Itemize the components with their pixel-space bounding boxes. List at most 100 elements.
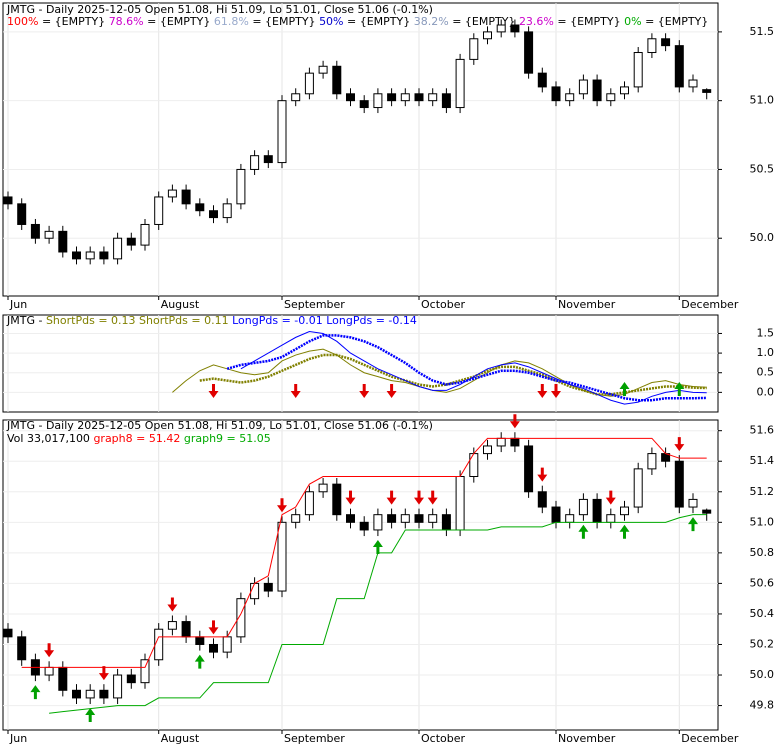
legend-entry: ShortPds = 0.13 <box>46 314 136 327</box>
signal-candle-body <box>195 636 205 645</box>
price-candle-body <box>661 38 671 47</box>
x-tick-label: December <box>681 732 739 745</box>
price-candle-body <box>346 93 355 102</box>
signal-candle-body <box>99 689 109 699</box>
price-candle-body <box>113 237 123 260</box>
y-tick-label: 0.5 <box>757 366 775 379</box>
legend: 100% = {EMPTY} 78.6% = {EMPTY} 61.8% = {… <box>7 15 708 28</box>
y-tick-label: 51.5 <box>750 25 775 38</box>
price-candle-body <box>414 93 424 102</box>
buy-arrow <box>85 708 96 723</box>
price-candle-body <box>578 79 588 95</box>
signal-candle-body <box>551 506 561 523</box>
price-candle-body <box>304 72 314 95</box>
legend-name: 100% <box>7 15 38 28</box>
legend-entry: graph8 = 51.42 <box>93 432 180 445</box>
legend-text: = {EMPTY} <box>645 15 708 28</box>
signal-candle-body <box>17 636 27 661</box>
sell-arrow <box>98 666 109 681</box>
signal-candle-body <box>154 628 164 661</box>
y-tick-label: 1.5 <box>757 326 775 339</box>
signal-candle-body <box>126 674 136 684</box>
signal-candle-body <box>209 643 218 653</box>
series-line <box>172 348 707 397</box>
y-tick-label: 50.6 <box>750 576 775 589</box>
signal-candle-body <box>592 498 602 523</box>
x-tick-label: August <box>161 732 200 745</box>
signal-candle-body <box>167 621 177 630</box>
price-candle-body <box>263 155 273 164</box>
signal-candle-body <box>3 628 13 638</box>
legend-entry: LongPds = -0.14 <box>326 314 417 327</box>
signal-candle-body <box>400 514 410 523</box>
price-candle-body <box>620 86 629 95</box>
price-candle-body <box>633 52 643 88</box>
y-tick-label: 50.8 <box>750 546 775 559</box>
buy-arrow <box>688 517 698 532</box>
signal-candle-body <box>688 498 698 508</box>
price-candle-body <box>592 79 602 102</box>
signal-candle-body <box>455 476 465 531</box>
price-candle-body <box>44 230 54 239</box>
signal-candle-body <box>387 514 397 523</box>
signal-candle-body <box>181 621 191 638</box>
signal-candle-body <box>304 491 314 516</box>
legend-text: = {EMPTY} <box>557 15 620 28</box>
buy-arrow <box>619 382 630 396</box>
price-candle-body <box>674 45 684 88</box>
signal-candle-body <box>346 514 355 523</box>
y-tick-label: 50.0 <box>750 668 775 681</box>
y-tick-label: 50.4 <box>750 607 775 620</box>
price-candle-body <box>181 189 191 205</box>
y-tick-label: 51.2 <box>750 485 775 498</box>
signal-candle-body <box>428 514 438 523</box>
price-candle-body <box>222 203 232 219</box>
y-tick-label: 50.0 <box>750 231 775 244</box>
price-candle-body <box>72 251 81 260</box>
sell-arrow <box>208 620 219 635</box>
y-tick-label: 0.0 <box>757 385 775 398</box>
buy-arrow <box>194 654 205 669</box>
price-candle-body <box>647 38 657 54</box>
x-tick-label: October <box>421 298 465 311</box>
y-tick-label: 51.0 <box>750 94 775 107</box>
signal-candle-body <box>72 689 81 699</box>
legend-entry: graph9 = 51.05 <box>184 432 271 445</box>
price-candle-body <box>140 223 150 246</box>
signal-candle-body <box>524 445 534 493</box>
series-line <box>240 330 707 405</box>
signal-candle-body <box>58 666 68 691</box>
sell-arrow <box>290 384 301 398</box>
panel-title: JMTG - Daily 2025-12-05 Open 51.08, Hi 5… <box>6 3 433 16</box>
signal-candle-body <box>85 689 95 699</box>
sell-arrow <box>414 490 424 505</box>
legend-text: = {EMPTY} <box>42 15 105 28</box>
signal-panel-frame <box>2 419 719 731</box>
price-candle-body <box>702 89 712 93</box>
legend-entry: LongPds = -0.01 <box>232 314 323 327</box>
signal-candle-body <box>510 437 520 447</box>
sell-arrow <box>386 384 397 398</box>
x-tick-label: Jun <box>9 298 27 311</box>
price-candle-body <box>291 93 301 102</box>
price-candle-body <box>688 79 698 88</box>
signal-candle-body <box>140 659 150 684</box>
signal-candle-body <box>236 598 246 638</box>
price-candle-body <box>3 196 13 205</box>
signal-candle-body <box>250 582 260 600</box>
price-candle-body <box>250 155 260 170</box>
buy-arrow <box>372 540 383 555</box>
signal-candle-body <box>441 514 451 531</box>
price-candle-body <box>551 86 561 102</box>
legend-text: = {EMPTY} <box>347 15 410 28</box>
signal-candle-body <box>496 437 506 447</box>
legend-text: = {EMPTY} <box>252 15 315 28</box>
signal-candle-body <box>332 483 342 516</box>
sell-arrow <box>386 490 397 505</box>
sell-arrow <box>551 384 561 398</box>
panel-title: JMTG - Daily 2025-12-05 Open 51.08, Hi 5… <box>6 419 433 432</box>
price-candle-body <box>524 31 534 74</box>
y-tick-label: 51.4 <box>750 454 775 467</box>
price-candle-body <box>277 100 287 164</box>
price-candle-body <box>332 65 342 95</box>
